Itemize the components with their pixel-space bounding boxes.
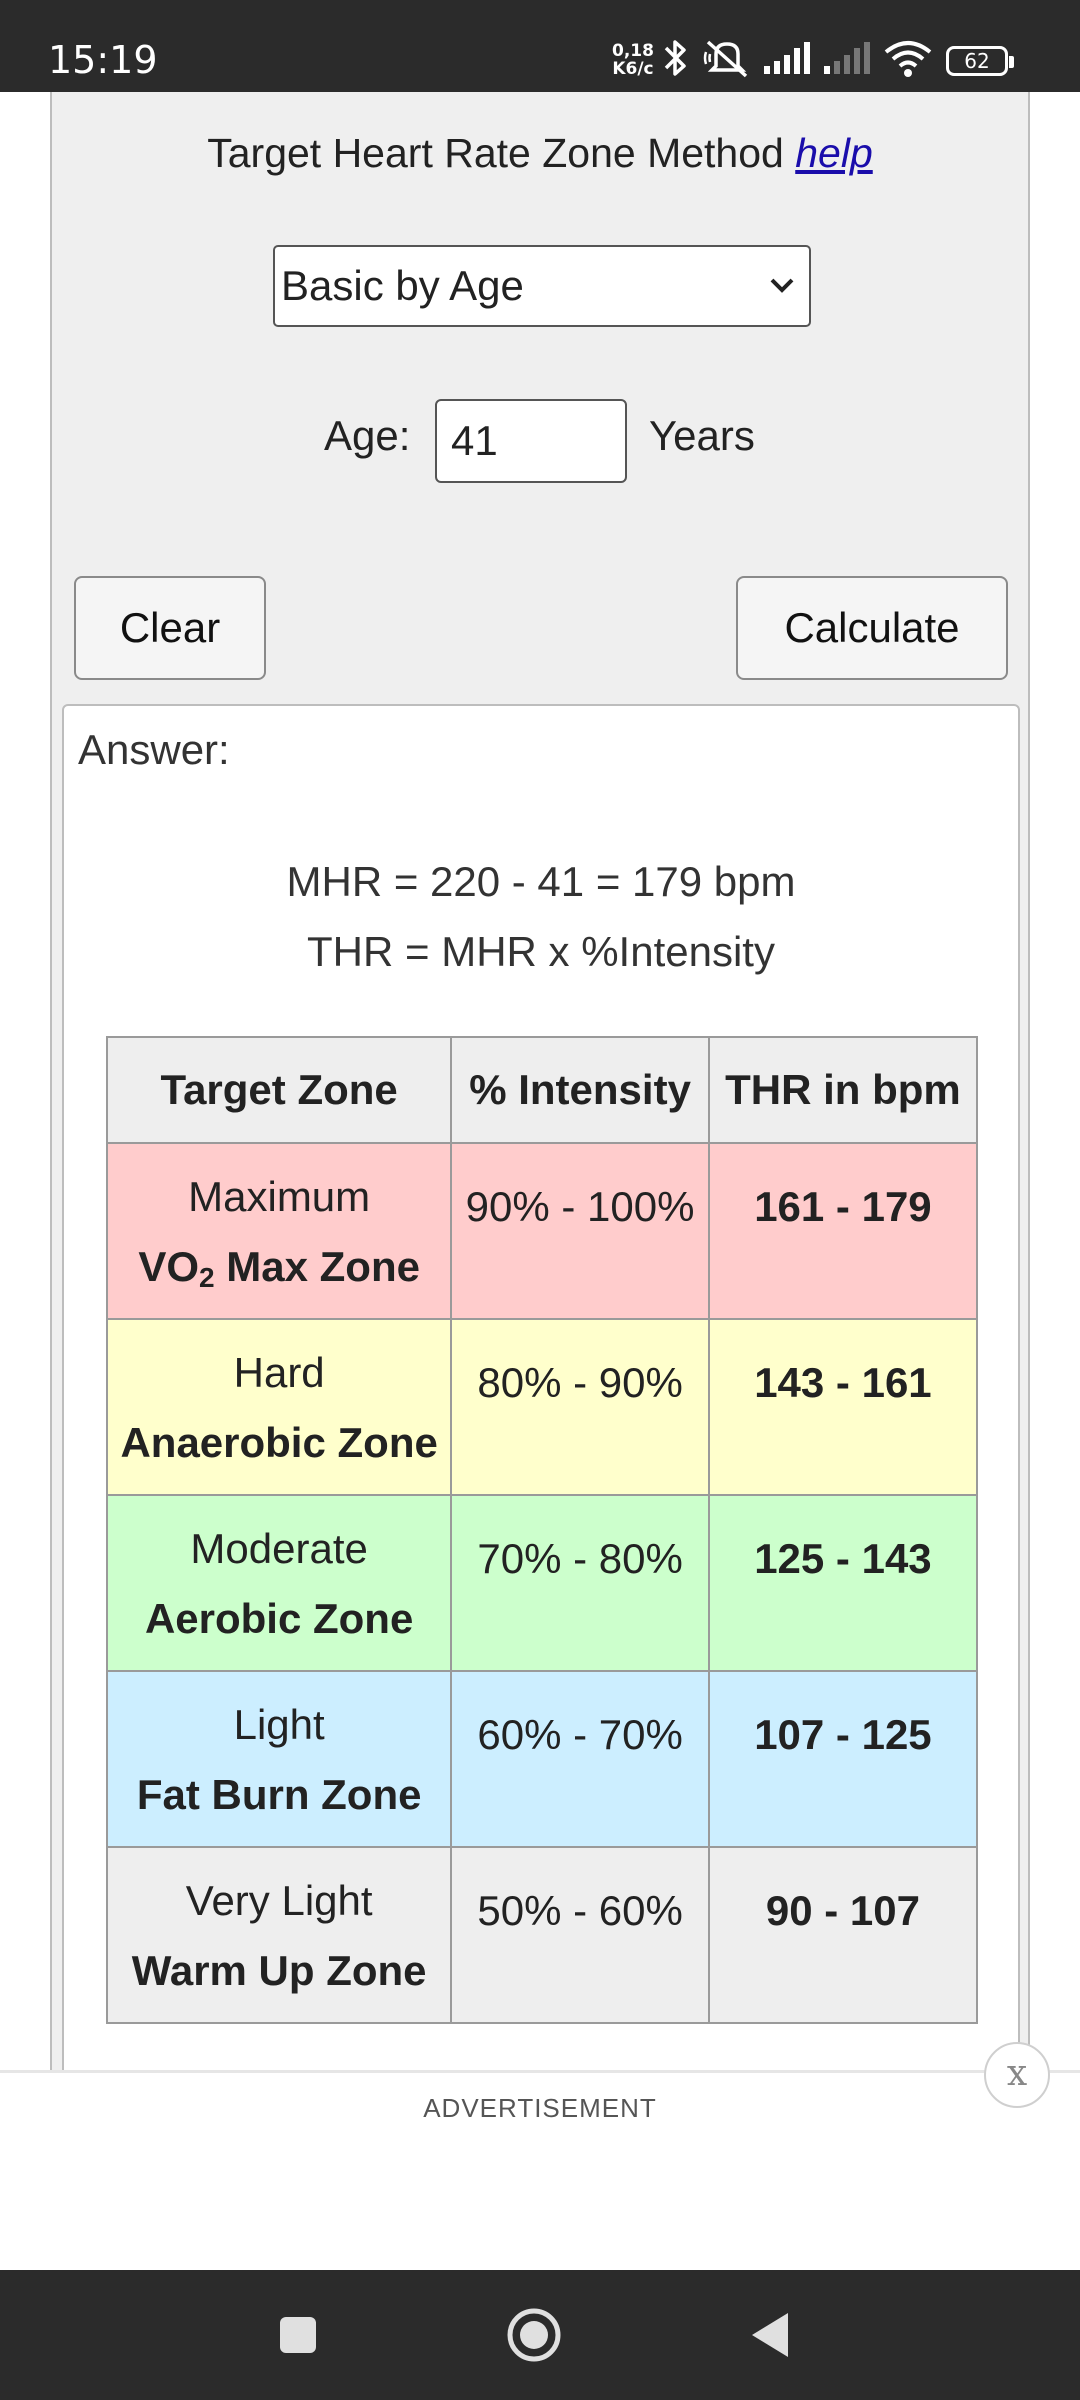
zone-name-text: Fat Burn Zone xyxy=(136,1771,422,1818)
intensity-cell: 80% - 90% xyxy=(450,1318,710,1496)
zone-name-text: Aerobic Zone xyxy=(144,1595,414,1642)
wifi-icon xyxy=(884,41,932,77)
age-unit-label: Years xyxy=(649,412,755,459)
zone-name: Aerobic Zone xyxy=(108,1584,450,1654)
zone-cell: Moderate Aerobic Zone xyxy=(105,1494,453,1672)
zone-cell: Hard Anaerobic Zone xyxy=(105,1318,453,1496)
zone-level: Moderate xyxy=(190,1525,368,1572)
mute-icon xyxy=(703,40,748,78)
zone-level: Very Light xyxy=(185,1877,373,1924)
bpm-cell: 143 - 161 xyxy=(707,1318,979,1496)
bpm-cell: 161 - 179 xyxy=(707,1142,979,1320)
zone-name-suffix: Max Zone xyxy=(214,1243,420,1290)
calculate-button[interactable]: Calculate xyxy=(736,576,1008,680)
network-speed-unit: K6/c xyxy=(612,59,654,79)
zone-level: Maximum xyxy=(188,1173,371,1220)
zone-name-subscript: 2 xyxy=(199,1262,215,1293)
status-bar: 15:19 0,18 K6/c 62 xyxy=(0,0,1080,92)
table-row: Light Fat Burn Zone 60% - 70% 107 - 125 xyxy=(105,1670,979,1848)
calculator-panel: Target Heart Rate Zone Method help Basic… xyxy=(50,92,1030,2104)
zones-table-header: Target Zone % Intensity THR in bpm xyxy=(105,1036,979,1144)
header-intensity: % Intensity xyxy=(450,1036,710,1144)
answer-label: Answer: xyxy=(78,726,230,773)
bluetooth-icon xyxy=(664,40,686,76)
zone-name: Anaerobic Zone xyxy=(108,1408,450,1478)
network-speed-value: 0,18 xyxy=(612,41,654,61)
header-target-zone: Target Zone xyxy=(105,1036,453,1144)
back-button[interactable] xyxy=(748,2310,792,2360)
advertisement-area: ADVERTISEMENT xyxy=(0,2070,1080,2270)
header-thr: THR in bpm xyxy=(707,1036,979,1144)
table-row: Very Light Warm Up Zone 50% - 60% 90 - 107 xyxy=(105,1846,979,2024)
home-button[interactable] xyxy=(506,2307,562,2363)
bpm-cell: 125 - 143 xyxy=(707,1494,979,1672)
zone-name-text: Anaerobic Zone xyxy=(120,1419,438,1466)
battery-icon: 62 xyxy=(946,46,1014,76)
clear-button[interactable]: Clear xyxy=(74,576,266,680)
zone-cell: Maximum VO2 Max Zone xyxy=(105,1142,453,1320)
mhr-formula: MHR = 220 - 41 = 179 bpm xyxy=(286,858,796,905)
navigation-bar xyxy=(0,2270,1080,2400)
zone-level: Light xyxy=(233,1701,325,1748)
method-select[interactable]: Basic by Age xyxy=(273,245,811,327)
bpm-cell: 90 - 107 xyxy=(707,1846,979,2024)
chevron-down-icon xyxy=(770,278,794,293)
zone-name: Warm Up Zone xyxy=(108,1936,450,2006)
zones-table: Target Zone % Intensity THR in bpm Maxim… xyxy=(105,1036,979,2024)
method-label: Target Heart Rate Zone Method xyxy=(207,130,784,176)
zone-cell: Very Light Warm Up Zone xyxy=(105,1846,453,2024)
intensity-cell: 70% - 80% xyxy=(450,1494,710,1672)
intensity-cell: 50% - 60% xyxy=(450,1846,710,2024)
battery-level: 62 xyxy=(964,49,990,73)
age-input[interactable]: 41 xyxy=(435,399,627,483)
table-row: Maximum VO2 Max Zone 90% - 100% 161 - 179 xyxy=(105,1142,979,1320)
ad-close-button[interactable]: x xyxy=(984,2042,1050,2108)
network-speed: 0,18 K6/c xyxy=(612,42,654,78)
recents-button[interactable] xyxy=(278,2315,318,2355)
method-selected-value: Basic by Age xyxy=(281,262,524,309)
table-row: Moderate Aerobic Zone 70% - 80% 125 - 143 xyxy=(105,1494,979,1672)
age-label: Age: xyxy=(324,412,411,459)
table-row: Hard Anaerobic Zone 80% - 90% 143 - 161 xyxy=(105,1318,979,1496)
zone-name: VO2 Max Zone xyxy=(108,1232,450,1313)
zone-name: Fat Burn Zone xyxy=(108,1760,450,1830)
bpm-cell: 107 - 125 xyxy=(707,1670,979,1848)
zone-name-text: VO xyxy=(138,1243,200,1290)
zone-cell: Light Fat Burn Zone xyxy=(105,1670,453,1848)
thr-formula: THR = MHR x %Intensity xyxy=(307,928,775,975)
intensity-cell: 90% - 100% xyxy=(450,1142,710,1320)
intensity-cell: 60% - 70% xyxy=(450,1670,710,1848)
method-title: Target Heart Rate Zone Method help xyxy=(52,130,1028,177)
zone-name-text: Warm Up Zone xyxy=(131,1947,427,1994)
status-time: 15:19 xyxy=(48,38,158,82)
help-link[interactable]: help xyxy=(795,130,873,176)
signal-icon xyxy=(764,42,810,74)
signal-weak-icon xyxy=(824,42,870,74)
answer-box: Answer: MHR = 220 - 41 = 179 bpm THR = M… xyxy=(62,704,1020,2104)
zone-level: Hard xyxy=(233,1349,325,1396)
advertisement-label: ADVERTISEMENT xyxy=(423,2093,657,2123)
